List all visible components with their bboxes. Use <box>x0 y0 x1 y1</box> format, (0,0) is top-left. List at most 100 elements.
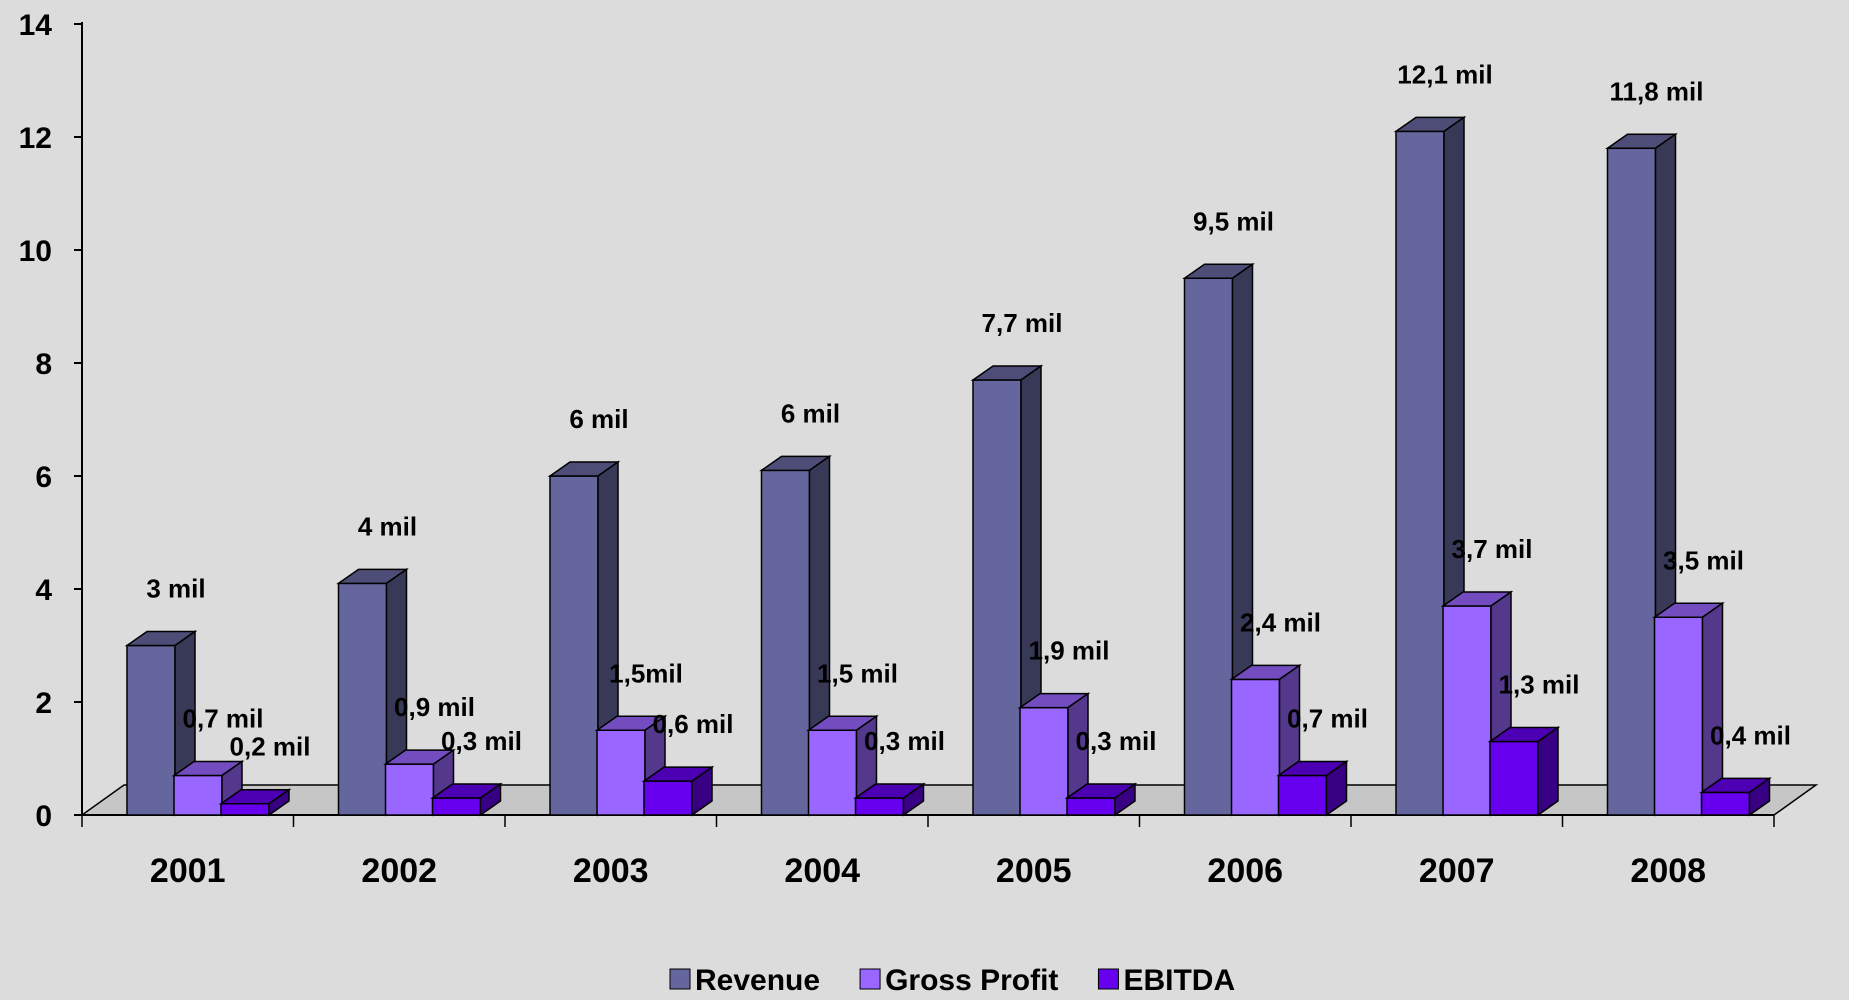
data-label: 1,5 mil <box>817 658 898 688</box>
bar <box>853 782 926 817</box>
legend-item: Gross Profit <box>859 964 1058 997</box>
x-tick-label: 2001 <box>150 852 226 890</box>
data-label: 0,4 mil <box>1710 720 1791 750</box>
legend-label: Gross Profit <box>885 964 1058 997</box>
x-tick-label: 2003 <box>573 852 649 890</box>
bar-front <box>1442 605 1492 816</box>
data-label: 0,6 mil <box>653 709 734 739</box>
legend-item: Revenue <box>669 964 820 997</box>
bar-front <box>126 644 176 816</box>
data-label: 2,4 mil <box>1240 607 1321 637</box>
bar-front <box>431 797 482 816</box>
bar <box>124 630 198 817</box>
bar <box>430 782 503 817</box>
bar <box>1276 760 1349 817</box>
data-label: 3,7 mil <box>1452 534 1533 564</box>
bar-front <box>807 729 858 816</box>
bar-front <box>854 797 905 816</box>
bar-front <box>596 729 646 816</box>
legend: Revenue Gross Profit EBITDA <box>669 964 1235 997</box>
bar-front <box>1277 774 1328 816</box>
x-tick-label: 2007 <box>1419 852 1495 890</box>
bar-front <box>1183 277 1234 816</box>
bar-front <box>760 469 811 816</box>
y-tick-label: 2 <box>35 687 52 720</box>
bar-front <box>1653 616 1704 816</box>
bar-front <box>549 475 599 816</box>
bar <box>1017 692 1091 817</box>
bar-front <box>1606 147 1657 816</box>
y-tick-label: 8 <box>35 348 52 381</box>
bar-front <box>1019 706 1069 816</box>
x-tick-label: 2004 <box>784 852 860 890</box>
legend-swatch <box>669 968 691 990</box>
y-tick-label: 10 <box>19 235 52 268</box>
bar-side <box>1325 760 1348 817</box>
legend-swatch <box>1097 968 1119 990</box>
data-label: 6 mil <box>569 404 628 434</box>
bar <box>641 765 715 817</box>
bars <box>124 115 1772 817</box>
bar-side <box>902 782 925 817</box>
bar-side <box>691 765 713 817</box>
data-label: 3 mil <box>146 574 205 604</box>
data-label: 11,8 mil <box>1610 76 1704 106</box>
bar <box>1699 776 1772 817</box>
chart-axes: 0 2 4 6 8 10 12 14 2001 2002 2003 2004 2005 2006 2007 2… <box>19 9 1775 890</box>
x-tick-label: 2008 <box>1630 852 1706 890</box>
data-label: 0,3 mil <box>1076 726 1157 756</box>
bar <box>218 788 292 817</box>
bar-side <box>1748 776 1771 817</box>
data-label: 1,3 mil <box>1499 670 1580 700</box>
bar-front <box>972 379 1022 816</box>
bar-side <box>1114 782 1136 817</box>
data-label: 0,9 mil <box>394 692 475 722</box>
bar-front <box>384 763 435 816</box>
data-label: 0,7 mil <box>183 703 264 733</box>
data-label: 3,5 mil <box>1663 545 1744 575</box>
legend-swatch <box>859 968 881 990</box>
bar-front <box>1066 797 1116 816</box>
data-label: 0,3 mil <box>864 726 945 756</box>
bar-front <box>1700 791 1751 816</box>
bar-front <box>173 774 223 816</box>
bar <box>547 460 621 817</box>
bar-front <box>337 582 388 816</box>
legend-label: EBITDA <box>1123 964 1235 997</box>
y-tick-label: 4 <box>35 574 52 607</box>
data-label: 0,7 mil <box>1287 703 1368 733</box>
data-label: 1,9 mil <box>1029 636 1110 666</box>
data-label: 4 mil <box>358 511 417 541</box>
y-tick-label: 12 <box>19 122 52 155</box>
legend-label: Revenue <box>695 964 820 997</box>
bar-front <box>1489 740 1539 816</box>
data-label: 0,2 mil <box>230 732 311 762</box>
y-tick-label: 0 <box>35 800 52 833</box>
bar <box>1064 782 1138 817</box>
bar-front <box>220 802 270 816</box>
y-tick-label: 14 <box>19 9 53 42</box>
data-label: 12,1 mil <box>1397 59 1492 89</box>
x-tick-label: 2006 <box>1207 852 1283 890</box>
data-label: 9,5 mil <box>1193 206 1274 236</box>
bar-side <box>479 782 502 817</box>
legend-item: EBITDA <box>1097 964 1235 997</box>
data-label: 7,7 mil <box>982 308 1063 338</box>
bar <box>1652 601 1725 817</box>
bar-side <box>1537 726 1559 817</box>
bar <box>1487 726 1561 817</box>
bar <box>1605 132 1678 817</box>
bar <box>336 567 409 817</box>
bar-front <box>643 780 693 816</box>
bar-front <box>1395 130 1445 816</box>
data-label: 6 mil <box>781 398 840 428</box>
bar-side <box>268 788 290 817</box>
x-tick-label: 2005 <box>996 852 1072 890</box>
data-label: 0,3 mil <box>441 726 522 756</box>
bar-front <box>1230 678 1281 816</box>
y-tick-label: 6 <box>35 461 52 494</box>
x-tick-label: 2002 <box>361 852 437 890</box>
bar <box>1440 590 1514 817</box>
